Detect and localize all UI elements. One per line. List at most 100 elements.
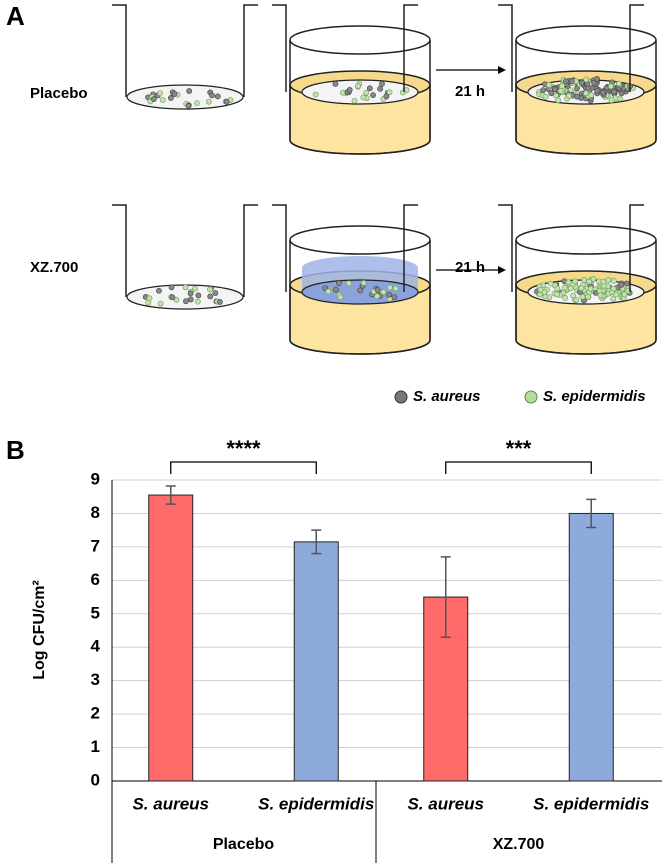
y-tick-label: 9	[91, 469, 100, 488]
cell	[383, 93, 390, 100]
cell	[574, 85, 580, 92]
cell	[185, 102, 192, 109]
cell	[613, 291, 619, 298]
cell	[391, 294, 398, 300]
well-top	[289, 225, 431, 255]
cell	[554, 285, 561, 292]
cell	[366, 85, 373, 92]
arrowhead	[498, 266, 506, 274]
insert	[498, 204, 644, 292]
well-top	[515, 225, 657, 255]
cell	[552, 86, 558, 93]
row-label: Placebo	[30, 85, 88, 102]
cell	[168, 95, 174, 101]
error-bar	[165, 485, 176, 505]
cell	[169, 294, 176, 301]
well	[515, 40, 657, 155]
cell	[332, 81, 339, 87]
bar	[568, 512, 614, 782]
group-label: Placebo	[213, 836, 275, 853]
error-bar	[311, 529, 322, 555]
y-tick-label: 7	[91, 536, 100, 555]
cell	[600, 278, 607, 285]
error-bar	[440, 556, 451, 638]
cell	[610, 285, 617, 292]
cell	[380, 289, 387, 296]
x-tick-label: S. aureus	[132, 794, 209, 813]
cell	[216, 299, 223, 305]
cell	[205, 98, 212, 105]
cell	[386, 89, 393, 96]
cell	[150, 96, 157, 102]
cell	[183, 298, 189, 305]
cell	[621, 291, 628, 298]
bar	[293, 541, 339, 782]
cell	[561, 284, 568, 291]
well-top	[289, 25, 431, 55]
cell	[600, 89, 606, 96]
legend-swatch	[524, 390, 538, 404]
membrane	[126, 84, 244, 110]
chart: 0 1 2 3 4 5 6 7 8 9 Log CFU/cm² S. aureus S. epiderm…	[31, 436, 662, 863]
cell	[562, 78, 569, 85]
cell	[360, 280, 367, 286]
significance-bracket	[170, 461, 317, 474]
insert	[272, 204, 418, 292]
cell	[555, 97, 562, 104]
cell	[212, 290, 219, 296]
cell	[336, 280, 342, 287]
cell	[573, 296, 580, 303]
cell	[207, 286, 213, 293]
cell	[570, 292, 577, 299]
y-axis-label: Log CFU/cm²	[31, 580, 48, 680]
cell	[357, 287, 364, 294]
membrane	[301, 79, 419, 105]
cell	[312, 91, 319, 98]
cell	[157, 90, 163, 97]
arrowhead	[498, 66, 506, 74]
cell	[182, 284, 189, 291]
cell	[392, 285, 399, 292]
cell	[586, 278, 592, 285]
legend-swatch	[394, 390, 408, 404]
cell	[590, 276, 597, 282]
cell	[554, 291, 560, 298]
cell	[610, 278, 617, 284]
row-label: XZ.700	[30, 259, 78, 276]
time-label: 21 h	[455, 83, 485, 100]
cell	[610, 295, 617, 302]
cell	[223, 98, 230, 105]
cell	[565, 279, 572, 286]
cell	[360, 94, 367, 101]
cell	[386, 291, 392, 298]
cell	[194, 298, 201, 305]
y-tick-label: 5	[91, 603, 100, 622]
panel-label: B	[6, 435, 25, 465]
cell	[374, 293, 380, 300]
cell	[547, 280, 554, 287]
well-top	[515, 25, 657, 55]
bar	[148, 494, 194, 782]
panel-label: A	[6, 1, 25, 31]
cell	[351, 97, 358, 104]
y-tick-label: 6	[91, 570, 100, 589]
cell	[587, 285, 594, 292]
legend-label: S. aureus	[413, 388, 481, 405]
cell	[157, 300, 164, 307]
well	[289, 40, 431, 155]
cell	[187, 296, 194, 303]
diagram	[112, 4, 657, 355]
cell	[611, 88, 617, 95]
cell	[618, 281, 625, 288]
cell	[374, 287, 381, 293]
cell	[377, 85, 384, 92]
cell	[574, 93, 581, 100]
cell	[159, 96, 166, 103]
cell	[355, 83, 361, 89]
cell	[568, 78, 575, 85]
cell	[546, 82, 553, 88]
cell	[187, 290, 194, 297]
cell	[557, 88, 564, 94]
cell	[615, 80, 622, 87]
